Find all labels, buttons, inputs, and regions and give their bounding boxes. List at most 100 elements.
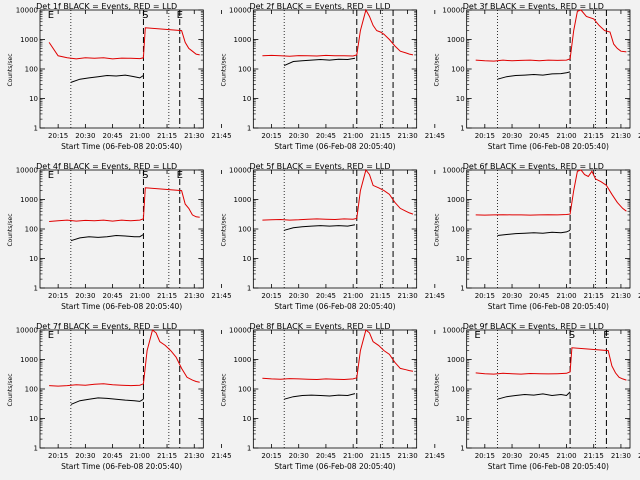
x-tick-label: 21:30 [611,292,631,300]
interval-marker: E [48,10,54,21]
y-tick-label: 10 [242,255,251,263]
x-tick-label: 21:00 [556,292,576,300]
x-tick-label: 21:00 [130,292,150,300]
interval-marker: E [474,330,480,341]
chart-title: Det 9f BLACK = Events, RED = LLD [463,322,604,331]
chart-panel-9: Det 9f BLACK = Events, RED = LLD Counts/s… [434,322,640,471]
y-tick-label: 1 [247,125,251,133]
y-axis-label: Counts/sec [7,213,14,246]
chart-title: Det 5f BLACK = Events, RED = LLD [249,162,390,171]
series-lld [475,9,627,62]
series-events [497,229,571,236]
chart-panel-5: Det 5f BLACK = Events, RED = LLD Counts/s… [220,162,445,311]
series-events [70,397,144,405]
chart-panel-3: Det 3f BLACK = Events, RED = LLD Counts/s… [434,2,640,151]
y-tick-label: 100 [238,66,251,74]
x-tick-label: 21:30 [397,132,417,140]
interval-marker: S [569,330,575,341]
x-tick-label: 21:00 [556,452,576,460]
x-tick-label: 21:00 [556,132,576,140]
y-axis-label: Counts/sec [434,213,441,246]
y-tick-label: 1 [34,285,38,293]
y-tick-label: 100 [25,66,38,74]
chart-panel-2: Det 2f BLACK = Events, RED = LLD Counts/s… [220,2,445,151]
y-tick-label: 10 [456,255,465,263]
y-tick-label: 10000 [229,167,251,175]
chart-panel-4: Det 4f BLACK = Events, RED = LLD Counts/s… [7,162,232,311]
y-tick-label: 100 [238,386,251,394]
y-tick-label: 1000 [447,196,465,204]
y-tick-label: 10000 [442,327,464,335]
plot-frame [252,9,418,129]
x-tick-label: 21:30 [184,132,204,140]
y-tick-label: 10000 [229,327,251,335]
y-tick-label: 10 [456,415,465,423]
x-tick-label: 21:30 [184,292,204,300]
series-lld [262,8,414,57]
x-tick-label: 20:45 [102,132,122,140]
x-tick-label: 20:15 [261,452,281,460]
chart-panel-7: Det 7f BLACK = Events, RED = LLD Counts/s… [7,322,232,471]
y-tick-label: 10000 [229,7,251,15]
x-tick-label: 21:30 [397,292,417,300]
interval-marker: E [177,10,183,21]
x-tick-label: 20:45 [316,292,336,300]
x-tick-label: 20:45 [529,452,549,460]
series-lld [262,329,414,381]
x-tick-label: 20:15 [48,292,68,300]
x-tick-label: 21:45 [638,452,640,460]
x-tick-label: 20:30 [502,452,522,460]
y-tick-label: 1 [247,285,251,293]
y-axis-label: Counts/sec [7,53,14,86]
series-events [284,224,356,231]
y-tick-label: 100 [238,226,251,234]
x-axis-label: Start Time (06-Feb-08 20:05:40) [274,302,395,311]
y-axis-label: Counts/sec [220,373,227,406]
y-tick-label: 10000 [16,167,38,175]
x-tick-label: 21:45 [211,452,231,460]
y-tick-label: 100 [451,226,464,234]
y-tick-label: 10 [242,415,251,423]
x-tick-label: 21:15 [370,132,390,140]
series-lld [49,329,200,387]
chart-title: Det 4f BLACK = Events, RED = LLD [36,162,177,171]
y-tick-label: 1 [34,125,38,133]
x-tick-label: 21:45 [425,452,445,460]
x-axis-label: Start Time (06-Feb-08 20:05:40) [488,462,609,471]
x-tick-label: 20:15 [261,292,281,300]
y-tick-label: 100 [25,226,38,234]
x-tick-label: 20:15 [48,132,68,140]
y-tick-label: 1 [460,285,464,293]
x-tick-label: 20:45 [316,452,336,460]
plot-frame [252,329,418,449]
x-tick-label: 20:45 [102,452,122,460]
y-tick-label: 100 [451,386,464,394]
x-tick-label: 20:45 [102,292,122,300]
series-lld [262,168,414,221]
y-tick-label: 100 [451,66,464,74]
x-tick-label: 21:45 [211,132,231,140]
series-lld [48,27,200,60]
y-tick-label: 1000 [234,36,252,44]
x-tick-label: 21:00 [343,292,363,300]
y-tick-label: 10000 [16,327,38,335]
x-tick-label: 21:15 [157,292,177,300]
x-tick-label: 21:45 [425,132,445,140]
series-lld [49,187,200,222]
x-tick-label: 21:15 [584,292,604,300]
x-tick-label: 21:30 [611,452,631,460]
y-axis-label: Counts/sec [7,373,14,406]
plot-frame [39,9,204,129]
y-tick-label: 1 [460,125,464,133]
x-tick-label: 20:15 [261,132,281,140]
x-tick-label: 20:15 [48,452,68,460]
x-tick-label: 21:15 [370,452,390,460]
x-axis-label: Start Time (06-Feb-08 20:05:40) [274,142,395,151]
y-tick-label: 10 [29,255,38,263]
y-tick-label: 10000 [16,7,38,15]
plot-frame [252,169,418,289]
x-tick-label: 21:45 [638,132,640,140]
x-tick-label: 20:30 [502,292,522,300]
x-tick-label: 21:15 [157,452,177,460]
